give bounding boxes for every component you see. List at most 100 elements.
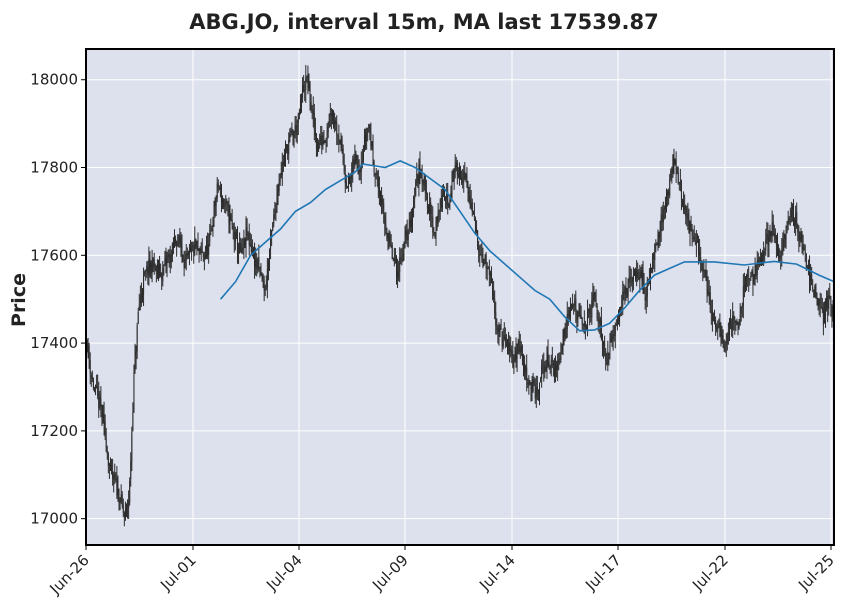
candle-body — [407, 231, 409, 240]
candle-body — [248, 232, 250, 246]
candle-body — [140, 294, 142, 299]
candle-body — [133, 372, 135, 413]
candle-body — [150, 262, 152, 268]
candle-body — [751, 271, 753, 275]
candle-body — [566, 314, 568, 330]
candle-body — [555, 365, 557, 373]
candle-body — [660, 213, 662, 231]
candle-body — [726, 335, 728, 344]
candle-body — [429, 203, 431, 215]
candle-body — [454, 165, 456, 173]
candle-body — [218, 187, 220, 189]
candle-body — [194, 239, 196, 256]
candle-body — [624, 286, 626, 295]
candle-body — [685, 206, 687, 216]
candle-body — [622, 291, 624, 306]
candle-body — [831, 306, 833, 315]
candle-body — [406, 230, 408, 241]
candle-body — [788, 218, 790, 222]
candle-body — [535, 388, 537, 398]
candle-body — [589, 308, 591, 314]
candle-body — [390, 244, 392, 246]
candle-body — [662, 209, 664, 223]
candle-body — [482, 258, 484, 267]
candle-body — [399, 257, 401, 273]
candle-body — [212, 224, 214, 227]
candle-body — [444, 192, 446, 200]
candle-body — [615, 324, 617, 326]
candle-body — [804, 251, 806, 254]
candle-body — [389, 234, 391, 244]
candle-body — [643, 285, 645, 294]
candle-body — [439, 199, 441, 212]
candle-body — [490, 273, 492, 284]
candle-body — [245, 227, 247, 246]
candle-body — [347, 176, 349, 185]
candle-body — [505, 343, 507, 346]
candle-body — [715, 319, 717, 328]
candle-body — [377, 175, 379, 189]
candle-body — [523, 361, 525, 365]
candle-body — [692, 237, 694, 239]
candle-body — [819, 299, 821, 305]
candle-body — [211, 228, 213, 232]
candle-body — [798, 230, 800, 241]
candle-body — [145, 270, 147, 272]
candle-body — [619, 311, 621, 322]
x-tick-label: Jul-01 — [156, 551, 200, 595]
candle-body — [621, 306, 623, 308]
candle-body — [89, 360, 91, 374]
candle-body — [256, 258, 258, 269]
candle-body — [174, 240, 176, 247]
candle-body — [226, 200, 228, 204]
candle-body — [735, 320, 737, 324]
candle-body — [525, 366, 527, 372]
candle-body — [393, 258, 395, 262]
candle-body — [502, 339, 504, 347]
candle-body — [113, 473, 115, 480]
candle-body — [531, 387, 533, 390]
y-tick-label: 17400 — [30, 334, 78, 352]
candle-body — [550, 360, 552, 368]
candle-body — [532, 380, 534, 392]
candle-body — [654, 243, 656, 261]
candle-body — [691, 228, 693, 236]
candle-body — [468, 191, 470, 195]
candle-body — [815, 286, 817, 294]
candle-body — [687, 213, 689, 221]
candle-body — [521, 354, 523, 362]
candle-body — [727, 333, 729, 336]
candle-body — [391, 244, 393, 259]
candle-body — [371, 141, 373, 148]
candle-body — [712, 319, 714, 321]
candle-body — [87, 344, 89, 353]
candle-body — [809, 265, 811, 282]
candle-body — [518, 339, 520, 352]
candle-body — [663, 208, 665, 210]
candle-body — [790, 209, 792, 218]
candle-body — [93, 387, 95, 389]
candle-body — [272, 222, 274, 231]
candle-body — [99, 396, 101, 407]
candle-body — [385, 223, 387, 231]
candle-body — [259, 267, 261, 269]
candle-body — [546, 352, 548, 368]
candle-body — [818, 299, 820, 307]
candle-body — [543, 364, 545, 373]
candle-body — [350, 180, 352, 185]
candle-body — [285, 148, 287, 156]
candle-body — [235, 231, 237, 237]
candle-body — [466, 174, 468, 187]
candle-body — [169, 254, 171, 264]
candle-body — [314, 130, 316, 136]
candle-body — [552, 362, 554, 367]
candle-body — [451, 180, 453, 192]
candle-body — [744, 279, 746, 289]
candle-body — [827, 296, 829, 310]
candle-body — [810, 275, 812, 282]
candle-body — [408, 219, 410, 230]
candle-body — [777, 242, 779, 246]
candle-body — [184, 259, 186, 269]
candle-body — [250, 244, 252, 253]
candle-body — [759, 258, 761, 262]
